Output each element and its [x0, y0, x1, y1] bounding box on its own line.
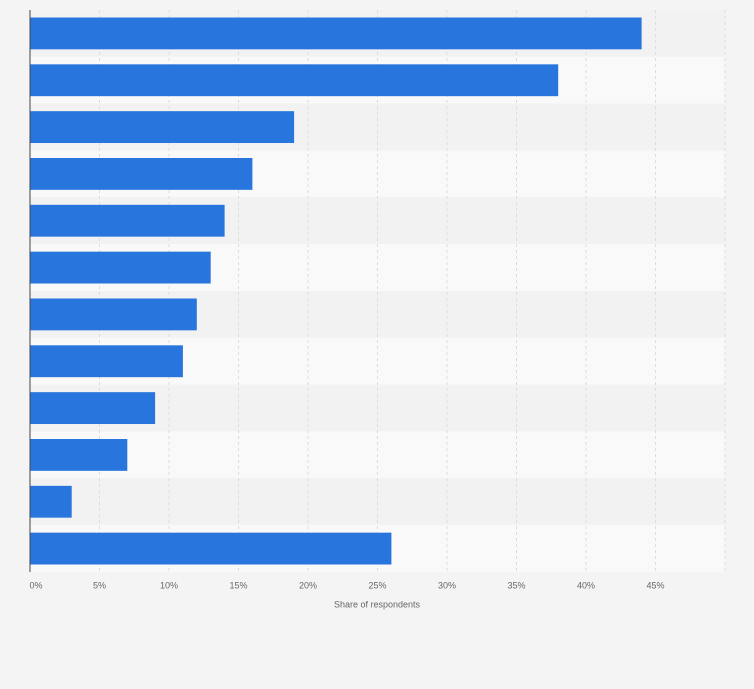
x-tick-label: 0%	[29, 580, 42, 590]
bar	[30, 64, 559, 97]
x-tick-label: 5%	[93, 580, 106, 590]
bar	[30, 111, 295, 144]
bar	[30, 157, 253, 190]
x-axis-label: Share of respondents	[334, 599, 421, 609]
x-tick-label: 35%	[507, 580, 525, 590]
bar	[30, 251, 211, 284]
x-tick-label: 40%	[577, 580, 595, 590]
x-tick-label: 25%	[368, 580, 386, 590]
x-tick-label: 10%	[160, 580, 178, 590]
bar	[30, 204, 225, 237]
x-tick-label: 30%	[438, 580, 456, 590]
bar	[30, 532, 392, 565]
x-tick-label: 20%	[299, 580, 317, 590]
x-tick-label: 15%	[229, 580, 247, 590]
bar	[30, 485, 72, 518]
bar	[30, 17, 642, 50]
bar	[30, 298, 197, 331]
bar	[30, 345, 183, 378]
x-tick-label: 45%	[646, 580, 664, 590]
bar	[30, 438, 128, 471]
bar	[30, 392, 156, 425]
